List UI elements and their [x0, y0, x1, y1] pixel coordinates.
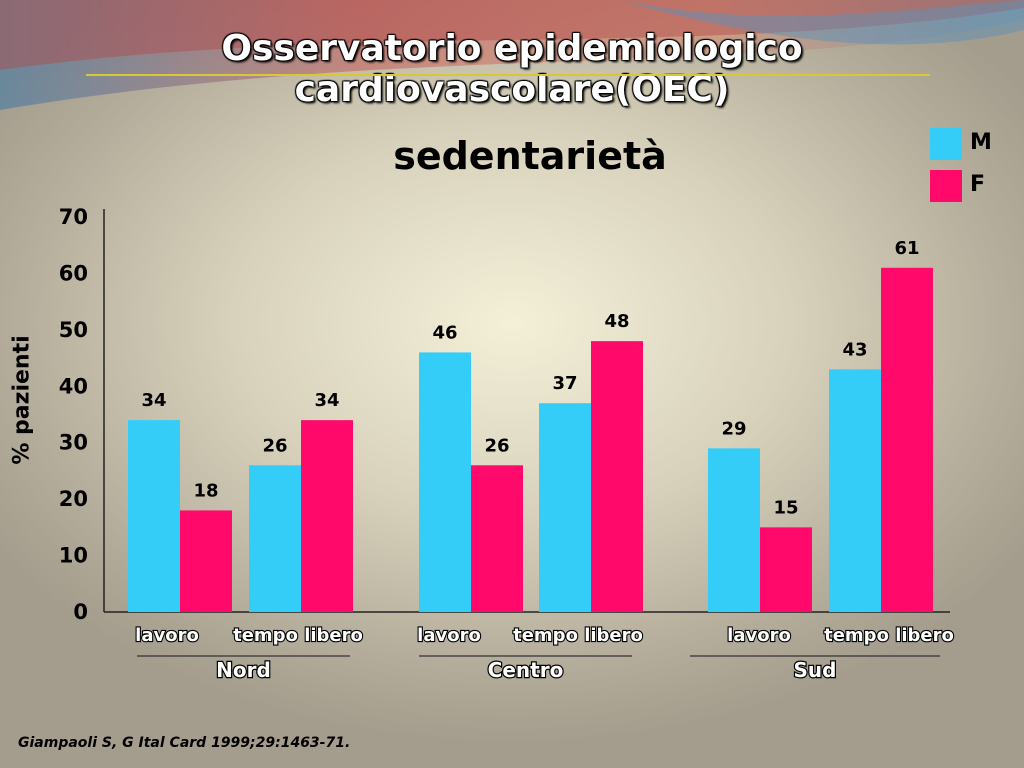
bar-m-4 — [708, 448, 760, 612]
data-label-f-5: 61 — [894, 238, 919, 259]
x-category-label: tempo libero — [513, 625, 643, 646]
bar-f-1 — [301, 420, 353, 612]
bar-f-5 — [881, 267, 933, 612]
bar-m-1 — [249, 465, 301, 612]
data-label-m-1: 26 — [262, 435, 287, 456]
y-tick-label: 50 — [59, 318, 88, 342]
bar-m-3 — [539, 403, 591, 612]
bar-f-2 — [471, 465, 523, 612]
data-label-m-0: 34 — [141, 390, 166, 411]
bar-m-0 — [128, 420, 180, 612]
source-citation: Giampaoli S, G Ital Card 1999;29:1463-71… — [18, 735, 351, 751]
legend-swatch-f — [930, 170, 962, 202]
y-tick-label: 60 — [59, 261, 88, 285]
y-tick-label: 0 — [73, 600, 88, 624]
bar-f-0 — [180, 510, 232, 612]
data-label-m-3: 37 — [552, 373, 577, 394]
legend-label-m: M — [970, 130, 992, 155]
data-label-m-2: 46 — [432, 322, 457, 343]
x-category-label: lavoro — [727, 625, 791, 646]
y-tick-label: 30 — [59, 431, 88, 455]
group-label-nord: Nord — [216, 658, 271, 682]
bar-m-2 — [419, 352, 471, 612]
legend-label-f: F — [970, 172, 986, 197]
data-label-m-4: 29 — [721, 418, 746, 439]
chart-title: sedentarietà — [393, 134, 667, 178]
bar-f-4 — [760, 527, 812, 612]
bar-m-5 — [829, 369, 881, 612]
x-category-label: lavoro — [135, 625, 199, 646]
data-label-f-3: 48 — [604, 311, 629, 332]
data-label-f-4: 15 — [773, 497, 798, 518]
y-tick-label: 20 — [59, 487, 88, 511]
y-tick-label: 10 — [59, 544, 88, 568]
y-tick-label: 40 — [59, 374, 88, 398]
x-category-label: lavoro — [417, 625, 481, 646]
data-label-m-5: 43 — [842, 339, 867, 360]
header-swoosh-decoration — [0, 0, 1024, 110]
legend-swatch-m — [930, 128, 962, 160]
y-tick-label: 70 — [59, 205, 88, 229]
x-category-label: tempo libero — [233, 625, 363, 646]
x-category-label: tempo libero — [824, 625, 954, 646]
data-label-f-0: 18 — [193, 480, 218, 501]
data-label-f-1: 34 — [314, 390, 339, 411]
group-label-centro: Centro — [488, 658, 564, 682]
group-label-sud: Sud — [794, 658, 837, 682]
data-label-f-2: 26 — [484, 435, 509, 456]
bar-f-3 — [591, 341, 643, 612]
title-underline — [86, 74, 930, 76]
